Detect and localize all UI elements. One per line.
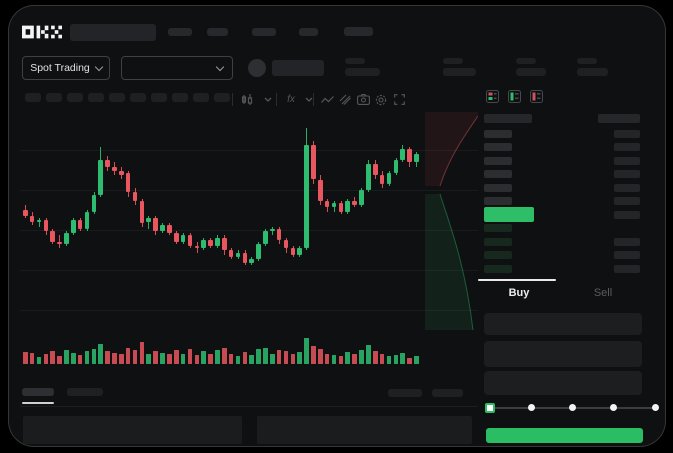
- market-type-dropdown[interactable]: Spot Trading: [22, 56, 110, 80]
- orderbook-row-header: [484, 110, 640, 127]
- price-input-skeleton[interactable]: [484, 313, 642, 335]
- orderbook-view-toggles: [486, 90, 543, 103]
- indicators-fx-icon[interactable]: fx: [287, 94, 295, 105]
- orderbook-row-bid[interactable]: [484, 235, 640, 249]
- orderbook-row-bid[interactable]: [484, 262, 640, 276]
- nav-item-skeleton[interactable]: [168, 28, 192, 36]
- chevron-down-icon: [94, 62, 104, 72]
- nav-item-skeleton[interactable]: [299, 28, 318, 36]
- fullscreen-icon[interactable]: [391, 92, 407, 107]
- book-both-icon[interactable]: [486, 90, 499, 103]
- depth-overlay: [425, 112, 478, 331]
- book-bids-icon[interactable]: [508, 90, 521, 103]
- bottom-tab-underline: [22, 402, 54, 404]
- orderbook-row-ask[interactable]: [484, 154, 640, 168]
- okx-logo: [22, 25, 62, 39]
- slider-stop[interactable]: [610, 404, 618, 411]
- nav-item-skeleton[interactable]: [207, 28, 228, 36]
- orderbook: [484, 110, 640, 276]
- pair-dropdown[interactable]: [121, 56, 233, 80]
- orderbook-row-ask[interactable]: [484, 181, 640, 195]
- orderbook-row-last[interactable]: [484, 207, 640, 223]
- orders-table-skeleton: [23, 416, 242, 444]
- candles-interval-icon[interactable]: [240, 92, 256, 107]
- buy-submit-button[interactable]: [486, 428, 643, 443]
- orderbook-row-ask[interactable]: [484, 127, 640, 141]
- bottom-action-skeleton[interactable]: [388, 389, 422, 397]
- orderbook-row-bid[interactable]: [484, 222, 640, 236]
- tool-skeleton[interactable]: [46, 93, 62, 102]
- tool-skeleton[interactable]: [67, 93, 83, 102]
- orderbook-row-ask[interactable]: [484, 141, 640, 155]
- pair-search-skeleton[interactable]: [70, 24, 156, 41]
- coin-avatar: [248, 59, 266, 77]
- divider: [20, 406, 478, 407]
- amount-slider[interactable]: [485, 402, 659, 413]
- orderbook-row-ask[interactable]: [484, 195, 640, 209]
- orderbook-row-ask[interactable]: [484, 168, 640, 182]
- tab-buy[interactable]: Buy: [508, 287, 530, 299]
- total-input-skeleton[interactable]: [484, 371, 642, 395]
- book-asks-icon[interactable]: [530, 90, 543, 103]
- chevron-down-icon[interactable]: [301, 92, 317, 107]
- nav-item-skeleton[interactable]: [252, 28, 276, 36]
- slider-stop[interactable]: [527, 404, 535, 411]
- orderbook-row-bid[interactable]: [484, 249, 640, 263]
- market-type-label: Spot Trading: [30, 62, 90, 74]
- pair-name-skeleton: [272, 60, 324, 76]
- bottom-tab-active-skeleton[interactable]: [22, 388, 54, 396]
- slider-stop[interactable]: [569, 404, 576, 411]
- settings-gear-icon[interactable]: [373, 92, 389, 107]
- orders-table-skeleton: [257, 416, 472, 444]
- tool-skeleton[interactable]: [151, 93, 167, 102]
- slider-handle[interactable]: [485, 402, 495, 413]
- bottom-tab-skeleton[interactable]: [67, 388, 103, 396]
- tab-sell[interactable]: Sell: [593, 287, 613, 299]
- tool-skeleton[interactable]: [88, 93, 104, 102]
- chevron-down-icon: [215, 62, 225, 72]
- chevron-down-icon[interactable]: [260, 92, 276, 107]
- last-price-pill: [484, 207, 534, 223]
- bottom-action-skeleton[interactable]: [432, 389, 463, 397]
- camera-icon[interactable]: [355, 92, 371, 107]
- tool-skeleton[interactable]: [214, 93, 230, 102]
- tool-skeleton[interactable]: [193, 93, 209, 102]
- slider-stop[interactable]: [651, 404, 659, 411]
- tool-skeleton[interactable]: [109, 93, 125, 102]
- compare-icon[interactable]: [337, 92, 353, 107]
- nav-item-skeleton[interactable]: [344, 27, 373, 36]
- tool-skeleton[interactable]: [25, 93, 41, 102]
- line-chart-icon[interactable]: [319, 92, 335, 107]
- tool-skeleton[interactable]: [172, 93, 188, 102]
- amount-input-skeleton[interactable]: [484, 341, 642, 367]
- active-tab-indicator: [478, 279, 556, 281]
- tool-skeleton[interactable]: [130, 93, 146, 102]
